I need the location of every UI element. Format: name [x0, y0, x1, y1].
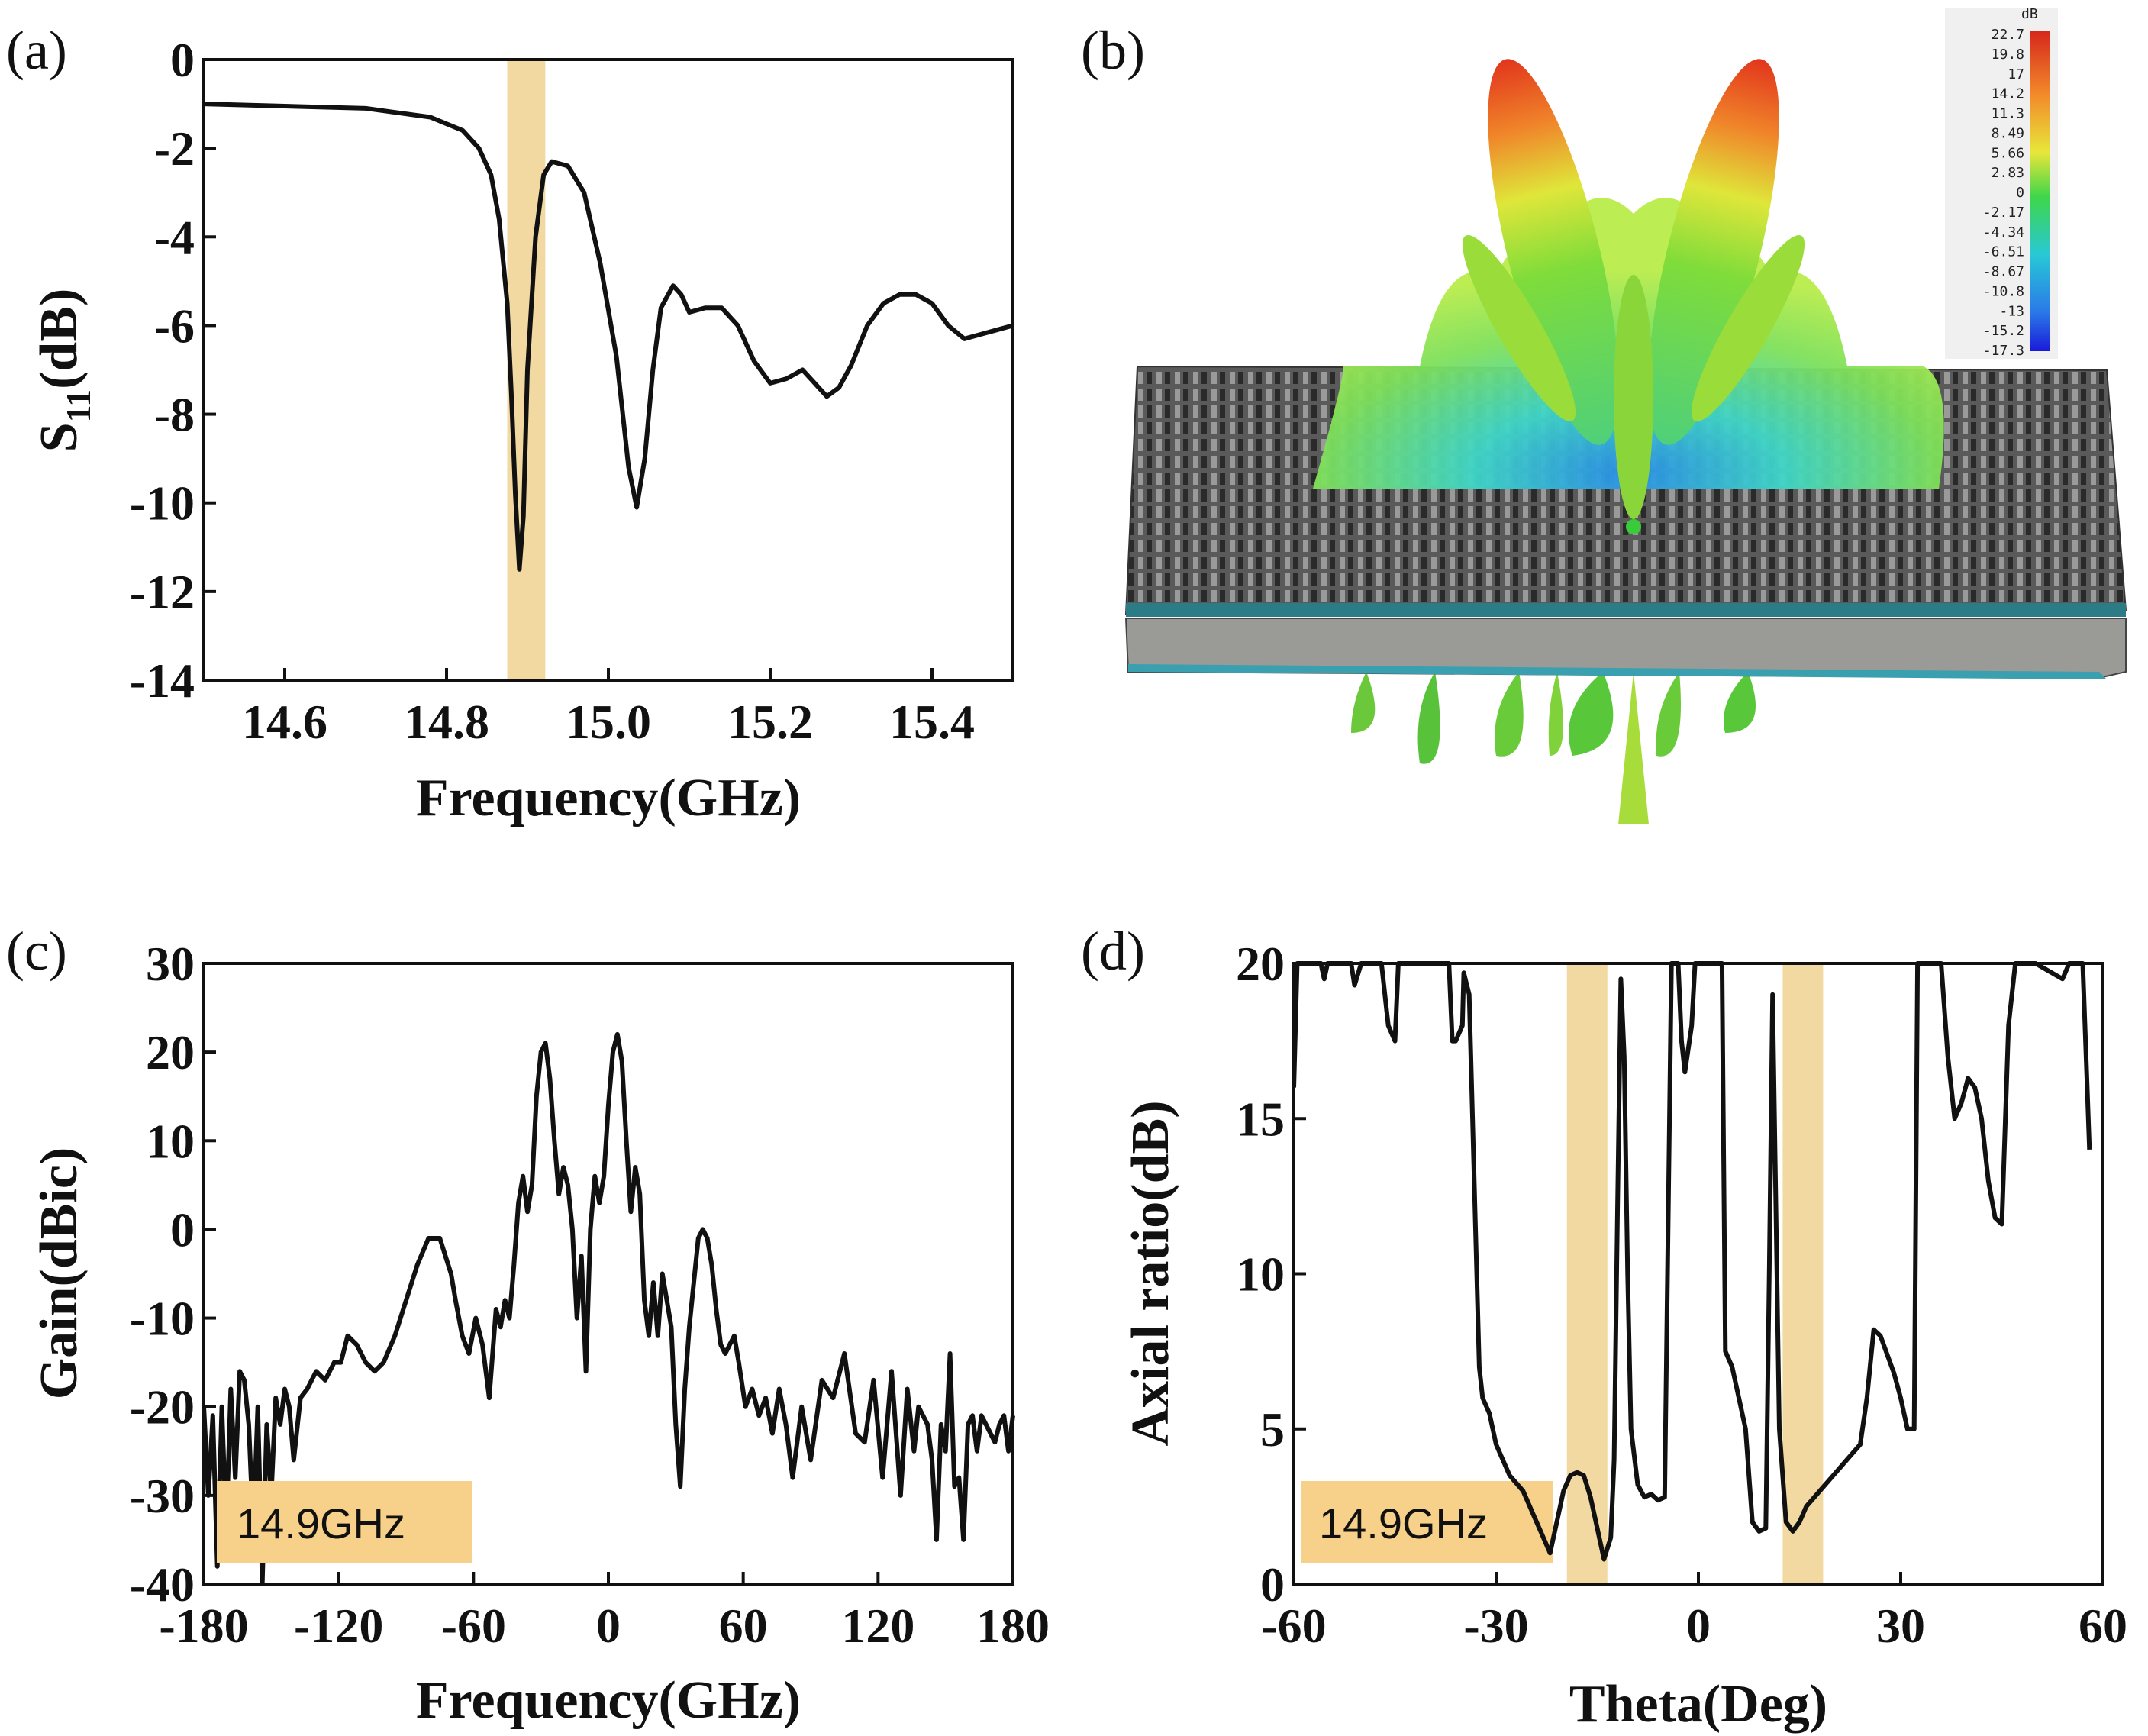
d-frequency-badge: 14.9GHz [1301, 1481, 1553, 1563]
b-colorbar-unit: dB [2021, 6, 2038, 22]
d-x-tick-label: 30 [1876, 1599, 1925, 1653]
d-x-tick-label: -60 [1261, 1599, 1326, 1653]
c-x-tick-label: 60 [719, 1599, 768, 1653]
b-colorbar-label: 22.7 [1992, 27, 2024, 43]
b-colorbar-gradient [2030, 31, 2050, 351]
a-x-tick-label: 14.6 [242, 695, 327, 749]
a-x-tick-label: 15.4 [889, 695, 975, 749]
b-colorbar-label: 8.49 [1992, 125, 2024, 141]
a-y-tick-label: -4 [154, 210, 195, 264]
b-colorbar-label: 0 [2016, 185, 2024, 201]
a-y-title-sub: 11 [59, 389, 98, 422]
c-x-tick-label: -60 [441, 1599, 506, 1653]
d-y-ticks: 20 15 10 5 0 [1236, 937, 1306, 1612]
d-highlight-bands [1566, 963, 1824, 1584]
c-y-tick-label: 0 [170, 1202, 195, 1257]
panel-c: (c) 30 20 10 0 -10 -20 -30 -40 -180 -120 -60 0 60 12… [6, 921, 1050, 1730]
a-y-tick-label: -8 [154, 388, 195, 442]
c-x-tick-label: -120 [294, 1599, 383, 1653]
d-y-tick-label: 5 [1260, 1402, 1285, 1457]
c-y-tick-label: 30 [146, 937, 195, 991]
a-x-tick-label: 14.8 [404, 695, 489, 749]
d-x-tick-label: 60 [2079, 1599, 2127, 1653]
b-colorbar-label: -2.17 [1983, 205, 2024, 221]
c-y-tick-label: -10 [130, 1292, 195, 1346]
d-frequency-label: 14.9GHz [1319, 1499, 1488, 1547]
a-y-tick-label: -12 [130, 565, 195, 619]
a-x-axis-title: Frequency(GHz) [416, 769, 801, 828]
a-y-tick-label: -14 [130, 653, 195, 708]
b-colorbar-label: -4.34 [1983, 224, 2024, 240]
b-colorbar-label: 14.2 [1992, 86, 2024, 102]
b-colorbar: dB 22.7 19.8 17 14.2 11.3 8.49 5.66 2.83 0 -2.17 -… [1945, 6, 2058, 359]
c-y-tick-label: -20 [130, 1380, 195, 1434]
d-y-tick-label: 15 [1236, 1092, 1285, 1146]
panel-b: (b) [1081, 6, 2127, 824]
a-x-tick-label: 15.0 [566, 695, 651, 749]
b-colorbar-label: -10.8 [1983, 283, 2024, 299]
b-colorbar-label: -6.51 [1983, 244, 2024, 260]
b-back-lobes [1351, 672, 1756, 824]
d-axial-ratio-curve [1292, 961, 2092, 1562]
d-x-tick-label: -30 [1463, 1599, 1528, 1653]
d-y-tick-label: 20 [1236, 937, 1285, 991]
b-radiation-pattern [1313, 59, 1944, 534]
b-colorbar-label: 19.8 [1992, 47, 2024, 63]
d-x-tick-label: 0 [1686, 1599, 1711, 1653]
b-colorbar-label: 5.66 [1992, 145, 2024, 161]
c-frequency-badge: 14.9GHz [217, 1481, 472, 1563]
c-x-axis-title: Frequency(GHz) [416, 1671, 801, 1730]
a-y-title-rest: (dB) [30, 289, 89, 389]
panel-c-label: (c) [6, 921, 67, 982]
c-x-tick-label: 0 [596, 1599, 621, 1653]
a-y-tick-label: 0 [170, 33, 195, 87]
a-plot-frame [202, 58, 1014, 682]
c-y-tick-label: -40 [130, 1557, 195, 1612]
d-x-axis-title: Theta(Deg) [1569, 1675, 1827, 1734]
b-colorbar-label: -15.2 [1983, 323, 2024, 339]
c-x-tick-label: 120 [841, 1599, 914, 1653]
b-colorbar-label: -17.3 [1983, 343, 2024, 359]
c-x-ticks: -180 -120 -60 0 60 120 180 [159, 1572, 1050, 1653]
c-x-tick-label: 180 [976, 1599, 1050, 1653]
d-y-tick-label: 0 [1260, 1557, 1285, 1612]
c-y-tick-label: -30 [130, 1469, 195, 1523]
panel-d: (d) 20 15 10 5 0 -60 -30 0 30 60 14.9GHz Theta(D… [1081, 921, 2127, 1734]
b-colorbar-label: -13 [1999, 303, 2024, 319]
c-gain-curve [202, 1031, 1015, 1586]
panel-b-label: (b) [1081, 20, 1145, 81]
a-y-tick-label: -2 [154, 121, 195, 176]
a-x-tick-label: 15.2 [727, 695, 813, 749]
d-y-tick-label: 10 [1236, 1247, 1285, 1302]
d-x-ticks: -60 -30 0 30 60 [1261, 1572, 2127, 1653]
panel-d-label: (d) [1081, 921, 1145, 982]
panel-a: (a) 0-2-4-6-8-10-12-14 14.6 14.8 15.0 15.2 1… [6, 20, 1014, 828]
a-y-tick-label: -6 [154, 298, 195, 353]
a-y-title-main: S [30, 422, 89, 452]
b-colorbar-label: -8.67 [1983, 264, 2024, 280]
b-colorbar-label: 2.83 [1992, 165, 2024, 181]
d-highlight-band [1782, 963, 1824, 1584]
c-y-tick-label: 10 [146, 1114, 195, 1168]
a-x-ticks: 14.6 14.8 15.0 15.2 15.4 [242, 668, 975, 749]
b-colorbar-label: 11.3 [1992, 106, 2024, 122]
c-y-axis-title: Gain(dBic) [30, 1147, 89, 1400]
a-y-axis-title: S11(dB) [30, 289, 98, 453]
c-y-tick-label: 20 [146, 1025, 195, 1079]
a-s11-curve [203, 102, 1014, 572]
b-colorbar-label: 17 [2008, 66, 2024, 82]
c-frequency-label: 14.9GHz [237, 1499, 405, 1547]
a-y-ticks: 0 -2 -4 -6 -8 -10 -12 -14 [130, 33, 216, 708]
b-colorbar-labels: 22.7 19.8 17 14.2 11.3 8.49 5.66 2.83 0 -2.17 -4.3… [1983, 27, 2024, 359]
c-x-tick-label: -180 [159, 1599, 248, 1653]
d-y-axis-title: Axial ratio(dB) [1121, 1100, 1180, 1446]
a-y-tick-label: -10 [130, 476, 195, 531]
panel-a-label: (a) [6, 20, 67, 81]
